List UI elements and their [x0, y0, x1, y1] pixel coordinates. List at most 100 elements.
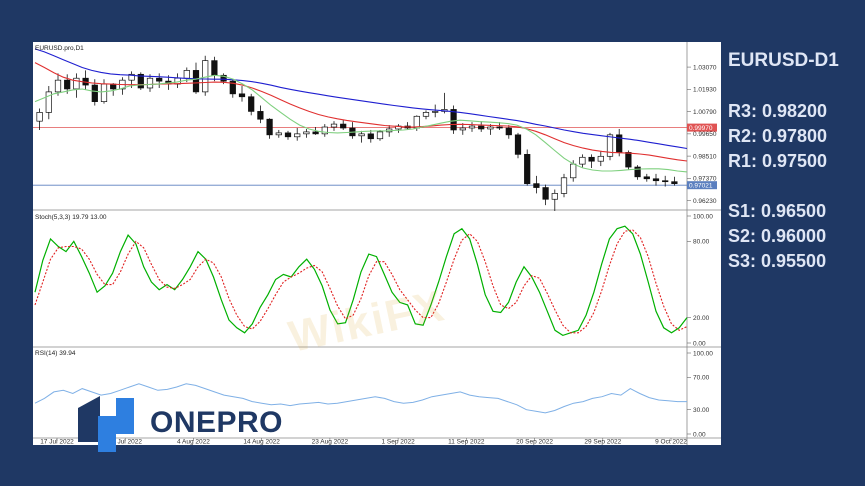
- candle-body: [551, 193, 558, 200]
- candle-body: [487, 126, 494, 130]
- candle-body: [625, 152, 632, 168]
- price-tick-label: 1.00790: [693, 109, 717, 116]
- candle-body: [505, 127, 512, 136]
- date-tick-label: 11 Sep 2022: [448, 439, 485, 446]
- candle-body: [303, 131, 310, 135]
- resistance-level-r2: R2: 0.97800: [728, 126, 828, 146]
- stochastic-k-line: [34, 225, 688, 337]
- candle-body: [376, 131, 384, 140]
- candle-body: [321, 126, 328, 135]
- date-tick-label: 23 Aug 2022: [312, 439, 349, 446]
- support-level-s1: S1: 0.96500: [728, 201, 827, 221]
- onepro-logo-mark: [78, 396, 134, 452]
- stochastic-pane-title: Stoch(5,3,3) 19.79 13.00: [35, 214, 107, 221]
- rsi-line: [34, 383, 687, 414]
- candle-body: [340, 123, 347, 129]
- stochastic-tick-label: 80.00: [693, 239, 710, 246]
- candle-body: [229, 80, 236, 95]
- price-tick-label: 0.96230: [693, 198, 717, 205]
- candle-body: [238, 93, 246, 98]
- moving-average-line: [34, 74, 688, 173]
- price-tag-box: [687, 123, 717, 132]
- price-tag-label: 0.97021: [689, 182, 713, 189]
- candle-body: [257, 111, 264, 120]
- stochastic-tick-label: 20.00: [693, 315, 710, 322]
- candle-body: [478, 125, 485, 130]
- resistance-level-r3: R3: 0.98200: [728, 101, 828, 121]
- support-level-s2: S2: 0.96000: [728, 226, 827, 246]
- candle-body: [137, 73, 144, 89]
- price-tick-label: 0.99650: [693, 131, 717, 138]
- rsi-tick-label: 70.00: [693, 375, 710, 382]
- candle-body: [266, 118, 273, 136]
- candle-body: [432, 111, 439, 113]
- candle-body: [496, 126, 503, 129]
- chart-panel: 1.03070 1.01930 1.00790 0.99650 0.98510 0.973…: [33, 42, 721, 452]
- candle-body: [643, 176, 650, 180]
- candle-body: [220, 74, 227, 82]
- candle-body: [73, 77, 80, 90]
- price-tag-box: [687, 181, 717, 190]
- resistance-level-r1: R1: 0.97500: [728, 151, 828, 171]
- price-tick-label: 0.98510: [693, 153, 717, 160]
- candle-body: [652, 178, 660, 182]
- candle-body: [588, 156, 595, 162]
- date-tick-label: 9 Oct 2022: [655, 439, 687, 446]
- date-tick-label: 1 Sep 2022: [381, 439, 415, 446]
- candle-body: [248, 96, 255, 112]
- candle-body: [524, 154, 531, 184]
- rsi-pane-title: RSI(14) 39.94: [35, 350, 76, 357]
- candle-body: [459, 127, 466, 131]
- candle-body: [560, 177, 568, 194]
- rsi-tick-label: 0.00: [693, 431, 706, 438]
- price-tick-label: 1.03070: [693, 64, 717, 71]
- price-tag-label: 0.99970: [689, 125, 713, 132]
- symbol-title: EURUSD-D1: [728, 50, 839, 71]
- candle-body: [275, 132, 282, 136]
- stochastic-tick-label: 100.00: [693, 213, 713, 220]
- date-tick-label: 29 Sep 2022: [584, 439, 621, 446]
- candle-body: [579, 156, 586, 165]
- candle-body: [91, 84, 98, 102]
- candle-body: [570, 163, 577, 179]
- candle-body: [146, 77, 154, 89]
- candle-body: [128, 73, 135, 81]
- onepro-logo: ONEPRO: [78, 394, 288, 456]
- candle-body: [671, 181, 678, 184]
- rsi-tick-label: 100.00: [693, 350, 713, 357]
- candle-body: [312, 131, 319, 135]
- candle-body: [662, 180, 669, 183]
- candle-body: [514, 134, 522, 155]
- candle-body: [422, 112, 430, 117]
- candle-body: [100, 83, 108, 102]
- date-tick-label: 4 Aug 2022: [177, 439, 210, 446]
- candle-body: [294, 133, 301, 138]
- candle-body: [192, 70, 200, 93]
- candle-body: [606, 134, 614, 157]
- candle-body: [183, 70, 190, 79]
- candle-body: [36, 112, 43, 122]
- candle-body: [54, 79, 62, 93]
- price-tick-label: 0.97370: [693, 176, 717, 183]
- chart-canvas: 1.03070 1.01930 1.00790 0.99650 0.98510 0.973…: [33, 42, 721, 445]
- date-tick-label: 20 Sep 2022: [516, 439, 553, 446]
- candle-body: [634, 166, 641, 178]
- stochastic-tick-label: 0.00: [693, 340, 706, 347]
- candle-body: [330, 123, 338, 128]
- candle-body: [450, 109, 457, 131]
- candle-body: [468, 125, 476, 129]
- candle-body: [284, 132, 292, 138]
- onepro-logo-text: ONEPRO: [150, 406, 284, 439]
- candle-body: [542, 187, 549, 200]
- support-level-s3: S3: 0.95500: [728, 251, 827, 271]
- date-tick-label: 26 Jul 2022: [108, 439, 142, 446]
- stochastic-d-line: [34, 229, 688, 334]
- candle-body: [358, 133, 365, 137]
- candle-body: [156, 77, 163, 82]
- candle-body: [64, 79, 71, 90]
- candle-body: [45, 91, 52, 113]
- rsi-tick-label: 30.00: [693, 407, 710, 414]
- price-tick-label: 1.01930: [693, 87, 717, 94]
- candle-body: [533, 183, 540, 188]
- candle-body: [211, 60, 218, 76]
